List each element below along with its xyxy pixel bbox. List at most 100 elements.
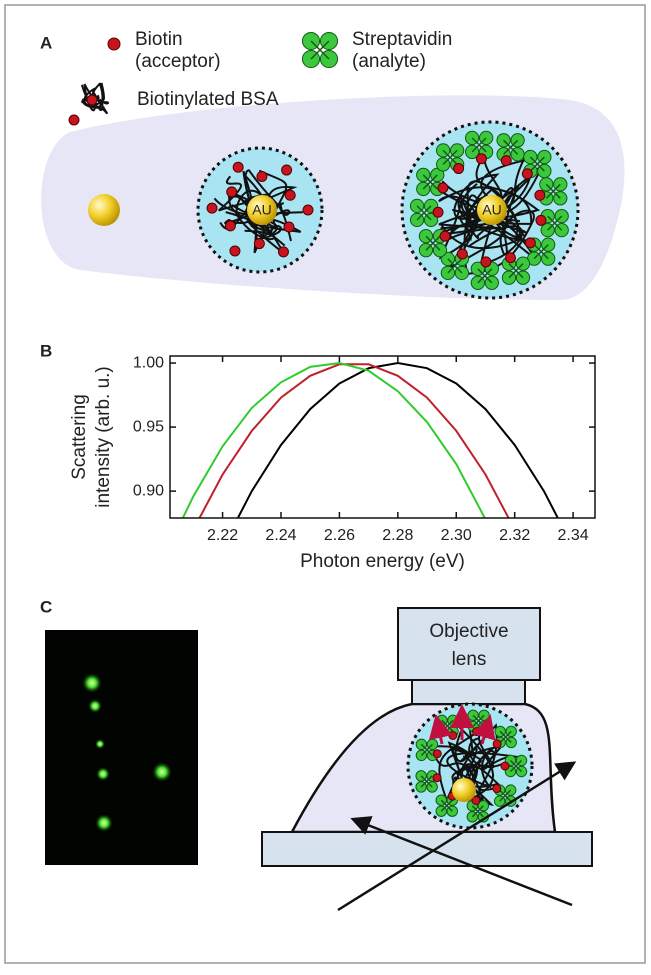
y-tick-label: 1.00 <box>133 354 164 371</box>
biotin <box>521 168 533 180</box>
objective-neck <box>411 679 526 705</box>
chain <box>460 146 533 225</box>
gold-particle <box>452 778 476 802</box>
panel-label: A <box>40 33 52 52</box>
plot-lines <box>181 361 559 518</box>
biotin <box>302 204 314 216</box>
plot-frame <box>169 355 596 519</box>
streptavidin-link <box>547 215 563 231</box>
biotin <box>500 155 512 167</box>
objective-text: lens <box>452 649 487 670</box>
streptavidin-link <box>420 775 433 788</box>
legend-text: Biotin <box>135 29 183 50</box>
bsa-icon <box>68 82 110 126</box>
y-axis-label: intensity (arb. u.) <box>93 366 114 508</box>
biotin <box>284 189 296 201</box>
spots <box>82 673 172 832</box>
biotin <box>456 248 468 260</box>
streptavidin-link <box>471 805 484 818</box>
biotin <box>256 170 268 182</box>
streptavidin-link <box>499 789 512 802</box>
chart: 2.22 2.24 2.26 2.28 2.30 2.32 2.34 0.90 0.95 1.00… <box>69 354 596 572</box>
chain <box>430 724 487 808</box>
streptavidin-link <box>499 730 512 743</box>
chain <box>439 209 527 250</box>
streptavidin-link <box>477 268 493 284</box>
biotin <box>224 220 236 232</box>
streptavidin-link <box>442 149 458 165</box>
light-arrows <box>337 761 577 912</box>
gold-particle <box>477 195 507 225</box>
streptavidin-link <box>422 174 438 190</box>
legend-text: Biotinylated BSA <box>137 89 279 110</box>
biotin <box>283 221 295 233</box>
gold-particle <box>247 195 277 225</box>
biotin <box>453 163 465 175</box>
biotin <box>480 256 492 268</box>
biotin <box>253 238 265 250</box>
x-tick-label: 2.22 <box>207 527 238 544</box>
biotin <box>229 245 241 257</box>
streptavidin-icon <box>301 31 339 69</box>
biotin <box>68 114 80 126</box>
streptavidin-link <box>440 799 453 812</box>
legend-text: Streptavidin <box>352 29 452 50</box>
x-tick-label: 2.26 <box>324 527 355 544</box>
x-tick-label: 2.34 <box>558 527 589 544</box>
biotin <box>206 202 218 214</box>
biotin <box>472 727 482 737</box>
legend-text: (acceptor) <box>135 51 221 72</box>
streptavidin-link <box>503 139 519 155</box>
particle-label: AU <box>482 202 501 218</box>
x-tick-label: 2.28 <box>382 527 413 544</box>
biotin <box>86 94 98 106</box>
y-axis-label: Scattering <box>69 394 90 480</box>
series-line <box>181 361 486 518</box>
x-tick-label: 2.32 <box>499 527 530 544</box>
streptavidin-link <box>509 759 523 773</box>
biotin <box>524 237 536 249</box>
biotin <box>439 230 451 242</box>
biotin <box>535 214 547 226</box>
biotin <box>232 161 244 173</box>
panel-label: B <box>40 341 52 360</box>
biotin <box>492 739 502 749</box>
streptavidin-link <box>447 258 463 274</box>
panel-label: C <box>40 597 52 616</box>
biotin <box>504 252 516 264</box>
x-tick-label: 2.24 <box>265 527 296 544</box>
biotin <box>432 773 442 783</box>
biotin <box>281 164 293 176</box>
biotin <box>475 153 487 165</box>
biotin <box>277 246 289 258</box>
chain <box>80 82 104 109</box>
streptavidin-link <box>425 235 441 251</box>
biotin <box>437 182 449 194</box>
biotin <box>492 784 502 794</box>
x-tick-label: 2.30 <box>441 527 472 544</box>
streptavidin-link <box>471 137 487 153</box>
streptavidin-link <box>545 183 561 199</box>
x-axis-label: Photon energy (eV) <box>300 551 465 572</box>
biotin <box>471 795 481 805</box>
chain <box>446 737 519 789</box>
streptavidin-link <box>529 156 545 172</box>
y-tick-label: 0.90 <box>133 482 164 499</box>
objective-lens <box>397 607 541 681</box>
streptavidin-link <box>416 205 432 221</box>
streptavidin-link <box>508 263 524 279</box>
legend-text: (analyte) <box>352 51 426 72</box>
streptavidin-link <box>533 244 549 260</box>
biotin <box>432 749 442 759</box>
series-line <box>198 363 510 518</box>
streptavidin-link <box>310 40 330 60</box>
biotin <box>432 206 444 218</box>
biotin <box>534 189 546 201</box>
bsa-chains <box>409 130 569 290</box>
biotin-icon <box>107 37 121 51</box>
streptavidin-link <box>420 743 433 756</box>
frame <box>4 4 646 964</box>
biotin <box>226 186 238 198</box>
series-line <box>236 361 559 518</box>
